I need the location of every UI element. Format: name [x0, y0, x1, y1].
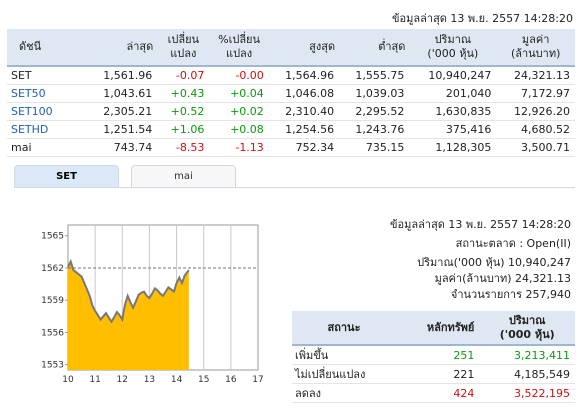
index-high: 752.34: [268, 138, 340, 157]
index-name-link[interactable]: SETHD: [7, 120, 87, 139]
stats-volume: 3,213,411: [479, 345, 575, 365]
col-high: สูงสุด: [268, 29, 340, 67]
stats-table-header: สถานะ หลักทรัพย์ ปริมาณ ('000 หุ้น): [292, 311, 575, 346]
index-name: mai: [7, 138, 87, 157]
index-last: 1,251.54: [87, 120, 158, 139]
chart-x-tick-label: 13: [144, 375, 155, 385]
stats-row-advances: เพิ่มขึ้น 251 3,213,411: [292, 345, 575, 365]
index-value: 3,500.71: [496, 138, 575, 157]
index-pct: +0.04: [209, 84, 269, 103]
index-last: 743.74: [87, 138, 158, 157]
index-row-set50: SET50 1,043.61 +0.43 +0.04 1,046.08 1,03…: [7, 84, 575, 103]
index-value: 7,172.97: [496, 84, 575, 103]
index-table-header: ดัชนี ล่าสุด เปลี่ยน แปลง %เปลี่ยน แปลง …: [7, 29, 575, 67]
col-volume: ปริมาณ ('000 หุ้น): [409, 29, 497, 67]
index-change: +0.52: [157, 102, 210, 121]
index-high: 2,310.40: [268, 102, 340, 121]
index-pct: -1.13: [209, 138, 269, 157]
index-row-mai: mai 743.74 -8.53 -1.13 752.34 735.15 1,1…: [7, 138, 575, 157]
index-row-set: SET 1,561.96 -0.07 -0.00 1,564.96 1,555.…: [7, 66, 575, 85]
stats-count: 251: [396, 345, 480, 365]
col-stats-volume: ปริมาณ ('000 หุ้น): [479, 311, 575, 346]
market-trades: จำนวนรายการ 257,940: [450, 288, 571, 301]
index-row-set100: SET100 2,305.21 +0.52 +0.02 2,310.40 2,2…: [7, 102, 575, 121]
chart-x-tick-label: 16: [225, 375, 237, 385]
index-change: +0.43: [157, 84, 210, 103]
index-pct: +0.02: [209, 102, 269, 121]
index-high: 1,254.56: [268, 120, 340, 139]
index-row-sethd: SETHD 1,251.54 +1.06 +0.08 1,254.56 1,24…: [7, 120, 575, 139]
index-pct: -0.00: [209, 66, 269, 85]
chart-y-tick-label: 1553: [41, 361, 64, 371]
chart-index-line: [67, 258, 190, 324]
index-value: 4,680.52: [496, 120, 575, 139]
index-change: -0.07: [157, 66, 210, 85]
index-volume: 1,128,305: [409, 138, 497, 157]
market-value: มูลค่า(ล้านบาท) 24,321.13: [434, 272, 571, 285]
chart-x-tick-label: 10: [62, 375, 74, 385]
index-volume: 201,040: [409, 84, 497, 103]
chart-area-fill: [68, 261, 189, 370]
chart-y-tick-label: 1556: [41, 328, 64, 338]
intraday-index-chart: 10 11 12 13 14 15 16 17 1565 1562 1559 1556 1553: [41, 224, 264, 385]
stats-status: ไม่เปลี่ยนแปลง: [292, 364, 396, 384]
index-low: 1,039.03: [339, 84, 410, 103]
chart-y-tick-label: 1562: [41, 264, 64, 274]
advance-decline-table: สถานะ หลักทรัพย์ ปริมาณ ('000 หุ้น) เพิ่…: [292, 311, 575, 403]
index-last: 1,561.96: [87, 66, 158, 85]
index-name-link[interactable]: SET100: [7, 102, 87, 121]
chart-x-tick-label: 15: [198, 375, 209, 385]
market-last-update: ข้อมูลล่าสุด 13 พ.ย. 2557 14:28:20: [390, 218, 571, 231]
col-securities: หลักทรัพย์: [396, 311, 480, 346]
stats-row-unchanged: ไม่เปลี่ยนแปลง 221 4,185,549: [292, 364, 575, 384]
stats-status: เพิ่มขึ้น: [292, 345, 396, 365]
index-volume: 10,940,247: [409, 66, 497, 85]
index-value: 12,926.20: [496, 102, 575, 121]
col-pct-change: %เปลี่ยน แปลง: [209, 29, 269, 67]
col-low: ต่ำสุด: [339, 29, 410, 67]
index-low: 1,243.76: [339, 120, 410, 139]
stats-status: ลดลง: [292, 383, 396, 403]
col-change: เปลี่ยน แปลง: [157, 29, 210, 67]
col-value: มูลค่า (ล้านบาท): [496, 29, 575, 67]
col-last: ล่าสุด: [87, 29, 158, 67]
index-change: -8.53: [157, 138, 210, 157]
index-low: 1,555.75: [339, 66, 410, 85]
index-low: 735.15: [339, 138, 410, 157]
index-last: 2,305.21: [87, 102, 158, 121]
chart-y-tick-label: 1559: [41, 296, 64, 306]
index-high: 1,564.96: [268, 66, 340, 85]
chart-x-tick-label: 12: [117, 375, 128, 385]
stats-row-declines: ลดลง 424 3,522,195: [292, 383, 575, 403]
index-last: 1,043.61: [87, 84, 158, 103]
index-low: 2,295.52: [339, 102, 410, 121]
market-tabs: SET mai: [14, 165, 575, 188]
index-value: 24,321.13: [496, 66, 575, 85]
last-update-header: ข้อมูลล่าสุด 13 พ.ย. 2557 14:28:20: [392, 12, 573, 25]
tab-mai[interactable]: mai: [131, 165, 236, 187]
stats-count: 424: [396, 383, 480, 403]
index-change: +1.06: [157, 120, 210, 139]
index-high: 1,046.08: [268, 84, 340, 103]
col-status: สถานะ: [292, 311, 396, 346]
col-index: ดัชนี: [7, 29, 87, 67]
stats-volume: 4,185,549: [479, 364, 575, 384]
index-name: SET: [7, 66, 87, 85]
chart-x-tick-label: 11: [89, 375, 100, 385]
market-status: สถานะตลาด : Open(II): [455, 237, 571, 250]
stats-volume: 3,522,195: [479, 383, 575, 403]
index-volume: 375,416: [409, 120, 497, 139]
chart-x-tick-label: 14: [171, 375, 183, 385]
index-table: ดัชนี ล่าสุด เปลี่ยน แปลง %เปลี่ยน แปลง …: [7, 29, 575, 157]
index-pct: +0.08: [209, 120, 269, 139]
tab-set[interactable]: SET: [14, 165, 119, 187]
stats-count: 221: [396, 364, 480, 384]
market-volume: ปริมาณ('000 หุ้น) 10,940,247: [417, 256, 571, 269]
chart-y-tick-label: 1565: [41, 232, 64, 242]
index-volume: 1,630,835: [409, 102, 497, 121]
index-name-link[interactable]: SET50: [7, 84, 87, 103]
chart-x-tick-label: 17: [252, 375, 263, 385]
